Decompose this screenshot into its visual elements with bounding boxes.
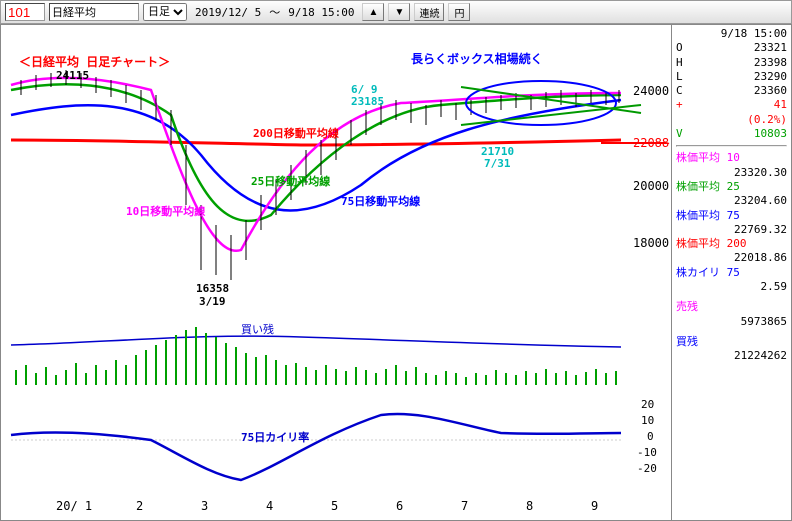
symbol-name: 日経平均 xyxy=(49,3,139,21)
date-sep: 〜 xyxy=(269,4,280,20)
info-high: 23398 xyxy=(754,56,787,70)
kairi-val: 2.59 xyxy=(676,280,787,294)
ma75-name: 株価平均 75 xyxy=(676,209,787,223)
svg-text:10: 10 xyxy=(641,414,654,427)
svg-text:24000: 24000 xyxy=(633,84,669,98)
info-datetime: 9/18 15:00 xyxy=(676,27,787,41)
ma200-val: 22018.86 xyxy=(676,251,787,265)
svg-text:5: 5 xyxy=(331,499,338,513)
svg-text:4: 4 xyxy=(266,499,273,513)
kaizan-name: 買残 xyxy=(676,335,787,349)
info-panel: 9/18 15:00 O23321 H23398 L23290 C23360 +… xyxy=(672,24,792,521)
code-input[interactable] xyxy=(5,3,45,21)
ma25-val: 23204.60 xyxy=(676,194,787,208)
chart-area: 24000 22088 20000 18000 xyxy=(0,24,672,521)
svg-text:20/ 1: 20/ 1 xyxy=(56,499,92,513)
info-pct: (0.2%) xyxy=(676,113,787,127)
timeframe-select[interactable]: 日足 xyxy=(143,3,187,21)
svg-text:9: 9 xyxy=(591,499,598,513)
ma10-name: 株価平均 10 xyxy=(676,151,787,165)
svg-text:-10: -10 xyxy=(637,446,657,459)
peak-label: 24115 xyxy=(56,69,89,82)
ma200-label: 200日移動平均線 xyxy=(253,125,339,141)
ma10-val: 23320.30 xyxy=(676,166,787,180)
ma75-label: 75日移動平均線 xyxy=(341,193,420,209)
svg-text:20: 20 xyxy=(641,398,654,411)
trough-label: 16358 xyxy=(196,282,229,295)
down-button[interactable]: ▼ xyxy=(388,3,410,21)
info-open: 23321 xyxy=(754,41,787,55)
trough-date: 3/19 xyxy=(199,295,226,308)
kaizan-val: 21224262 xyxy=(676,349,787,363)
info-change: 41 xyxy=(774,98,787,112)
up-button[interactable]: ▲ xyxy=(362,3,384,21)
mid-label: 23185 xyxy=(351,95,384,108)
ma25-name: 株価平均 25 xyxy=(676,180,787,194)
svg-text:22088: 22088 xyxy=(633,136,669,150)
svg-text:7: 7 xyxy=(461,499,468,513)
sub1-label: 買い残 xyxy=(241,321,274,337)
info-low: 23290 xyxy=(754,70,787,84)
svg-text:0: 0 xyxy=(647,430,654,443)
info-volume: 10803 xyxy=(754,127,787,141)
svg-text:-20: -20 xyxy=(637,462,657,475)
toolbar: 日経平均 日足 2019/12/ 5 〜 9/18 15:00 ▲ ▼ 連続 円 xyxy=(0,0,792,24)
svg-text:8: 8 xyxy=(526,499,533,513)
continuous-button[interactable]: 連続 xyxy=(414,3,444,21)
box-comment: 長らくボックス相場続く xyxy=(411,50,543,67)
kairi-name: 株カイリ 75 xyxy=(676,266,787,280)
urizan-val: 5973865 xyxy=(676,315,787,329)
svg-text:18000: 18000 xyxy=(633,236,669,250)
date-from: 2019/12/ 5 xyxy=(191,6,265,19)
sub2-label: 75日カイリ率 xyxy=(241,429,309,445)
ma75-val: 22769.32 xyxy=(676,223,787,237)
info-close: 23360 xyxy=(754,84,787,98)
date-to: 9/18 15:00 xyxy=(284,6,358,19)
yen-button[interactable]: 円 xyxy=(448,3,470,21)
svg-text:3: 3 xyxy=(201,499,208,513)
ma25-label: 25日移動平均線 xyxy=(251,173,330,189)
chart-svg: 24000 22088 20000 18000 xyxy=(1,25,671,520)
chart-title: ＜日経平均 日足チャート＞ xyxy=(19,53,170,70)
svg-text:2: 2 xyxy=(136,499,143,513)
box-date: 7/31 xyxy=(484,157,511,170)
svg-text:20000: 20000 xyxy=(633,179,669,193)
urizan-name: 売残 xyxy=(676,300,787,314)
svg-text:6: 6 xyxy=(396,499,403,513)
ma200-name: 株価平均 200 xyxy=(676,237,787,251)
ma10-label: 10日移動平均線 xyxy=(126,203,205,219)
